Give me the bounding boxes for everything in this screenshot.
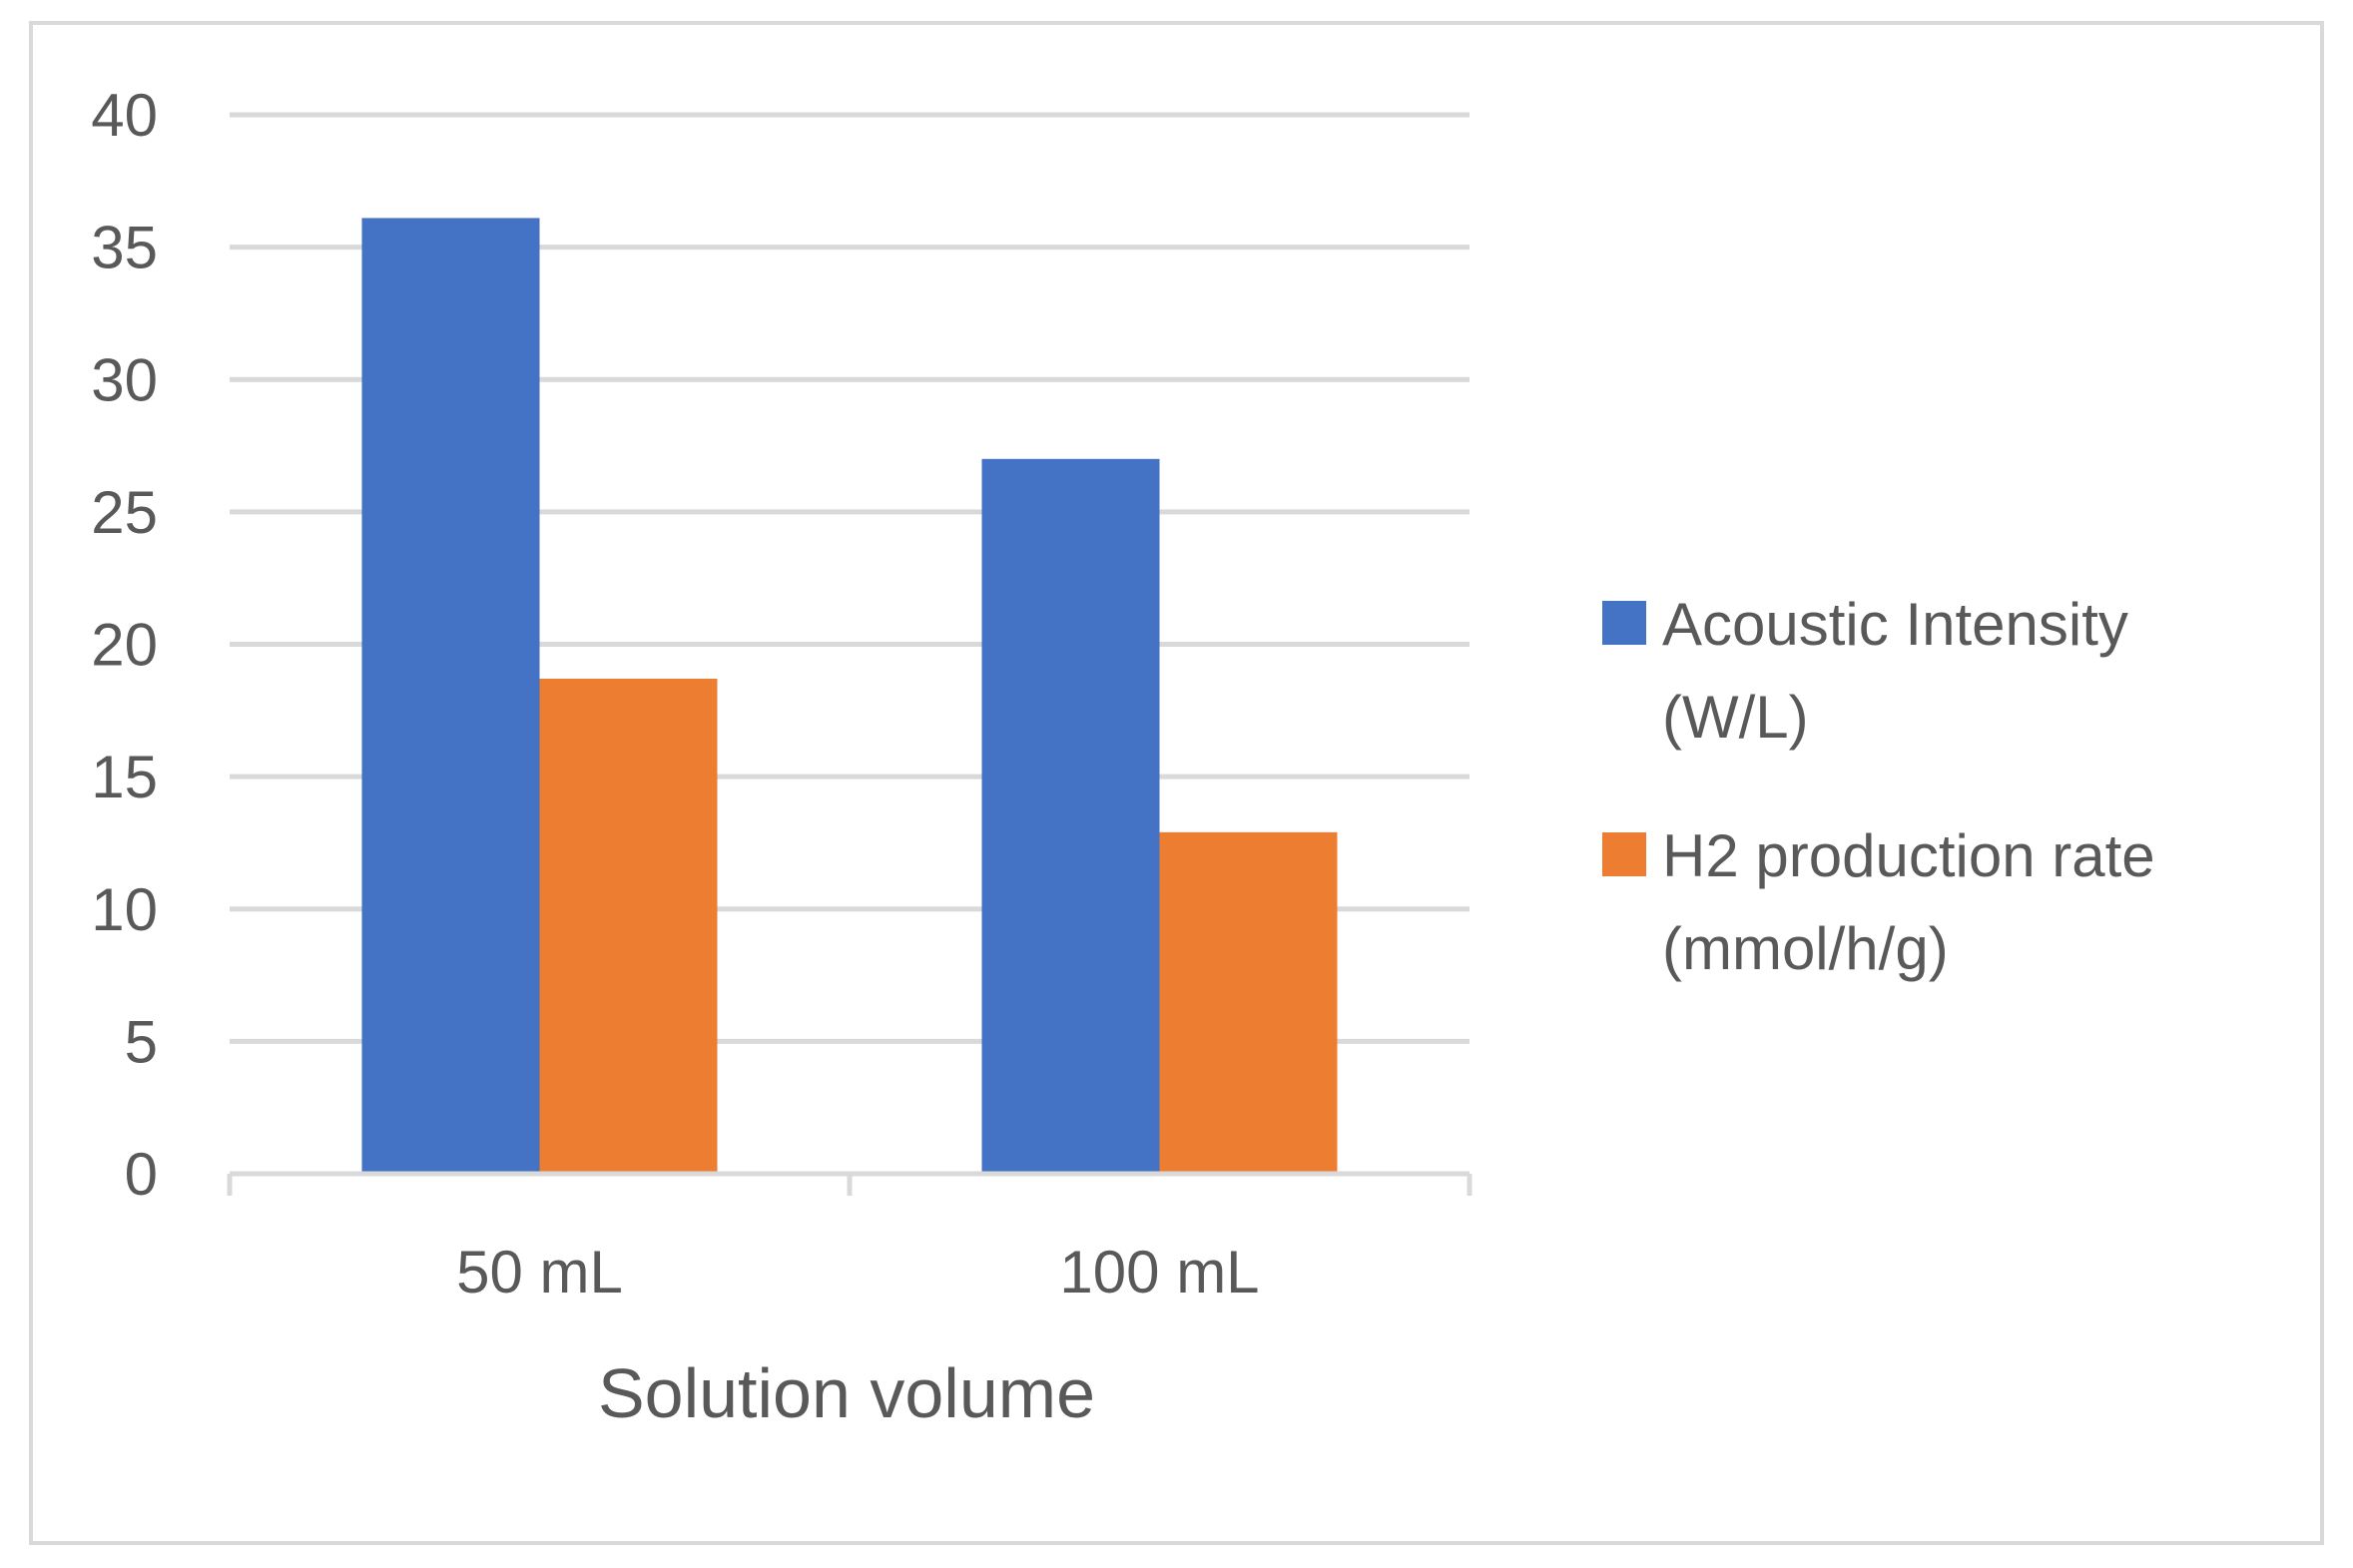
bar-acoustic-intensity-1 xyxy=(981,458,1160,1174)
y-tick-label-5: 5 xyxy=(125,1008,158,1075)
y-tick-label-30: 30 xyxy=(91,346,158,413)
bar-acoustic-intensity-0 xyxy=(361,218,540,1174)
y-tick-label-20: 20 xyxy=(91,612,158,679)
x-axis-title: Solution volume xyxy=(598,1354,1095,1432)
legend-swatch-0 xyxy=(1602,601,1646,645)
x-tick-label-1: 100 mL xyxy=(1059,1239,1259,1306)
legend-label-0-line-1: (W/L) xyxy=(1662,684,1809,751)
legend-swatch-1 xyxy=(1602,832,1646,876)
y-tick-label-15: 15 xyxy=(91,744,158,810)
x-axis xyxy=(227,1171,1472,1196)
y-tick-label-10: 10 xyxy=(91,876,158,943)
legend-label-0-line-0: Acoustic Intensity xyxy=(1662,591,2128,658)
legend-label-1-line-0: H2 production rate xyxy=(1662,822,2155,889)
x-tick-label-0: 50 mL xyxy=(456,1239,623,1306)
y-axis-tick-labels: 0 5 10 15 20 25 30 35 40 xyxy=(91,82,158,1208)
bar-h2-production-0 xyxy=(539,678,718,1174)
legend: Acoustic Intensity (W/L) H2 production rat… xyxy=(1602,591,2155,982)
y-tick-label-35: 35 xyxy=(91,215,158,281)
bars xyxy=(361,218,1338,1174)
legend-label-1-line-1: (mmol/h/g) xyxy=(1662,915,1949,982)
x-axis-tick-labels: 50 mL 100 mL xyxy=(456,1239,1259,1306)
y-tick-label-25: 25 xyxy=(91,479,158,546)
bar-h2-production-1 xyxy=(1159,831,1338,1174)
y-tick-label-0: 0 xyxy=(125,1141,158,1208)
y-tick-label-40: 40 xyxy=(91,82,158,149)
